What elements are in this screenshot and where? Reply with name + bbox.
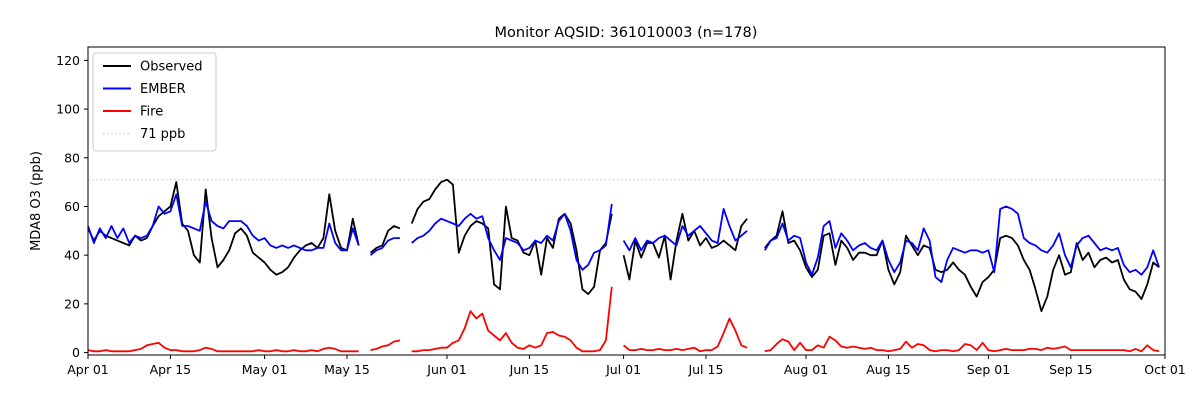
y-tick-label: 120	[56, 53, 80, 68]
y-tick-label: 80	[64, 150, 80, 165]
y-tick-label: 100	[56, 102, 80, 117]
plot-area: Apr 01 Apr 15 May 01 May 15 Jun 01 Jun 15 Jul …	[56, 46, 1186, 377]
y-tick-label: 60	[64, 199, 80, 214]
x-tick-label: Aug 01	[784, 362, 828, 377]
x-tick-label: Jul 01	[605, 362, 641, 377]
legend-label-ember: EMBER	[140, 82, 186, 97]
x-tick-label: Oct 01	[1144, 362, 1186, 377]
x-tick-label: Sep 01	[967, 362, 1010, 377]
x-tick-label: Jul 15	[687, 362, 723, 377]
series-line-observed	[87, 178, 1160, 313]
y-tick-label: 40	[64, 248, 80, 263]
legend: Observed EMBER Fire 71 ppb	[92, 52, 217, 152]
y-tick-label: 0	[72, 345, 80, 360]
x-tick-label: Apr 01	[67, 362, 109, 377]
legend-label-observed: Observed	[140, 60, 203, 75]
series-line-ember	[87, 193, 1160, 283]
x-tick-label: Jun 01	[426, 362, 466, 377]
x-tick-label: Jun 15	[509, 362, 549, 377]
axes-spines	[87, 46, 1166, 356]
y-tick-label: 20	[64, 296, 80, 311]
chart-title: Monitor AQSID: 361010003 (n=178)	[495, 25, 758, 41]
x-tick-label: May 01	[242, 362, 288, 377]
legend-box	[92, 52, 217, 152]
x-tick-label: Aug 15	[866, 362, 910, 377]
y-axis-label: MDA8 O3 (ppb)	[29, 151, 44, 251]
x-tick-label: Sep 15	[1049, 362, 1092, 377]
legend-label-71-ppb: 71 ppb	[140, 127, 185, 142]
x-tick-label: Apr 15	[150, 362, 192, 377]
x-tick-label: May 15	[324, 362, 370, 377]
series-line-fire	[87, 286, 1160, 353]
legend-label-fire: Fire	[140, 105, 163, 120]
